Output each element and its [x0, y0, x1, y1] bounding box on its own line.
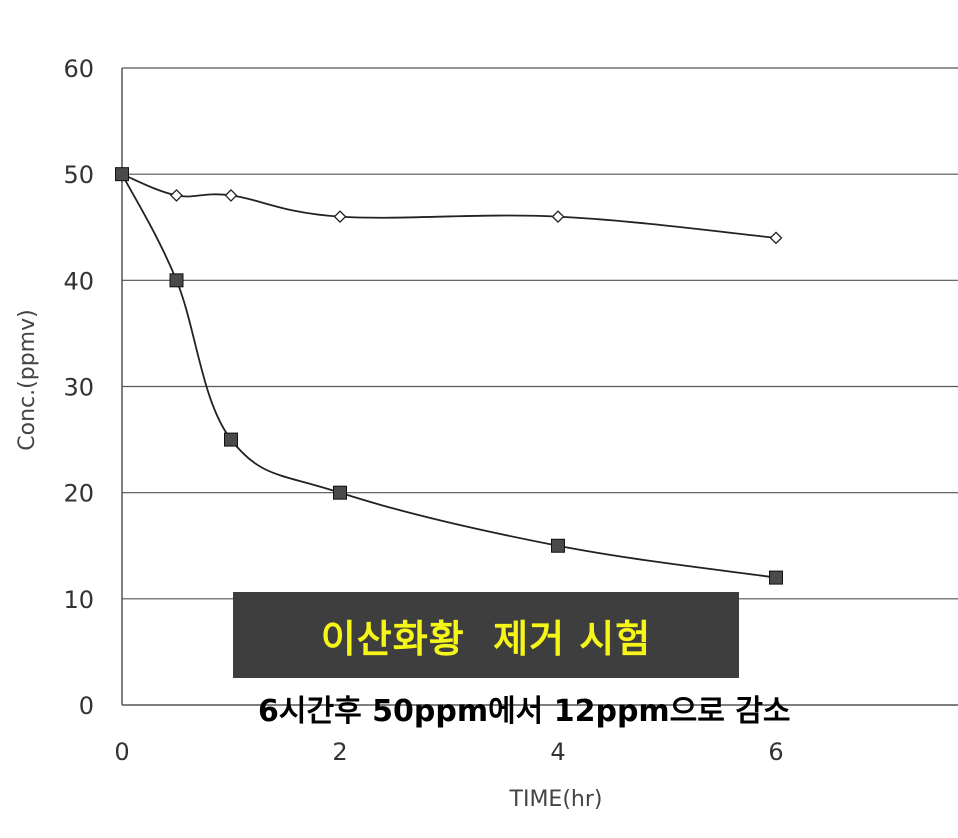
data-point-diamond [224, 188, 238, 202]
annotation-title: 이산화황 제거 시험 [320, 616, 652, 661]
y-tick-label: 30 [63, 374, 94, 402]
x-tick-label: 2 [332, 738, 347, 766]
series [115, 167, 783, 585]
y-tick-label: 60 [63, 55, 94, 83]
annotation-banner: 이산화황 제거 시험 [233, 592, 739, 678]
y-tick-label: 20 [63, 480, 94, 508]
data-point-square [169, 273, 184, 288]
series-line [121, 173, 777, 579]
data-point-diamond [170, 188, 183, 202]
data-point-square [115, 167, 129, 182]
y-tick-label: 0 [79, 692, 94, 720]
data-point-diamond [333, 210, 347, 224]
data-point-diamond [551, 210, 565, 224]
grid-lines [122, 67, 958, 600]
x-axis-label: TIME(hr) [509, 787, 603, 812]
x-tick-labels: 0 2 4 6 [114, 738, 783, 766]
x-tick-label: 0 [114, 738, 129, 766]
data-point-diamond [769, 231, 783, 245]
y-tick-label: 50 [63, 161, 94, 189]
y-tick-labels: 0 10 20 30 40 50 60 [63, 55, 94, 720]
data-point-square [333, 485, 347, 500]
data-point-square [551, 538, 565, 553]
x-tick-label: 4 [550, 738, 565, 766]
series-line [121, 173, 777, 239]
y-tick-label: 10 [63, 586, 94, 614]
annotation-subtitle: 6시간후 50ppm에서 12ppm으로 감소 [258, 694, 791, 729]
data-point-square [769, 570, 783, 585]
x-tick-label: 6 [768, 738, 783, 766]
data-point-square [224, 432, 238, 447]
y-tick-label: 40 [63, 267, 94, 295]
y-axis-label: Conc.(ppmv) [15, 309, 40, 450]
